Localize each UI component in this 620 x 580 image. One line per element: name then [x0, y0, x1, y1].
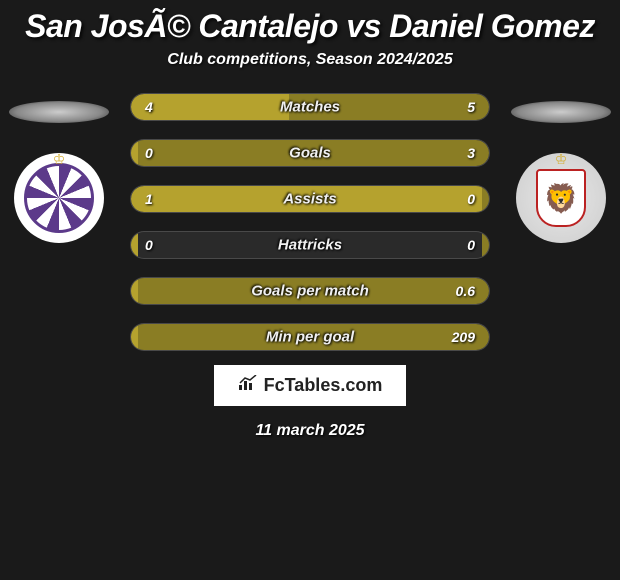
stat-label: Matches: [280, 99, 340, 116]
stat-row: Matches 4 5: [130, 93, 490, 121]
crest-right-inner: 🦁: [536, 169, 586, 227]
stat-value-right: 5: [467, 99, 475, 115]
stat-value-right: 0: [467, 237, 475, 253]
stat-value-left: 1: [145, 191, 153, 207]
footer-brand: FcTables.com: [214, 365, 407, 406]
subtitle: Club competitions, Season 2024/2025: [167, 51, 452, 69]
bar-fill-left: [131, 94, 289, 120]
player-right-side: ♔ 🦁: [506, 89, 616, 243]
footer-date: 11 march 2025: [255, 422, 364, 440]
player-right-silhouette: [511, 101, 611, 123]
stat-row: Goals 0 3: [130, 139, 490, 167]
crown-icon: ♔: [53, 151, 66, 168]
stat-value-left: 0: [145, 237, 153, 253]
lion-icon: 🦁: [544, 182, 579, 215]
stat-label: Goals per match: [251, 283, 369, 300]
team-crest-right: ♔ 🦁: [516, 153, 606, 243]
stat-row: Assists 1 0: [130, 185, 490, 213]
stat-value-left: 4: [145, 99, 153, 115]
bar-fill-left: [131, 140, 138, 166]
crown-icon: ♔: [555, 151, 568, 168]
stat-row: Hattricks 0 0: [130, 231, 490, 259]
stat-row: Goals per match 0.6: [130, 277, 490, 305]
stat-value-right: 3: [467, 145, 475, 161]
stat-value-left: 0: [145, 145, 153, 161]
stats-bars: Matches45Goals03Assists10Hattricks00Goal…: [130, 93, 490, 351]
bar-fill-left: [131, 278, 138, 304]
player-left-silhouette: [9, 101, 109, 123]
player-left-side: ♔: [4, 89, 114, 243]
comparison-main: ♔ Matches45Goals03Assists10Hattricks00Go…: [0, 89, 620, 351]
bar-fill-right: [482, 232, 489, 258]
stat-value-right: 0.6: [456, 283, 475, 299]
stat-label: Min per goal: [266, 329, 354, 346]
crest-left-inner: [24, 163, 94, 233]
stat-label: Assists: [283, 191, 336, 208]
team-crest-left: ♔: [14, 153, 104, 243]
chart-icon: [238, 375, 258, 396]
stat-value-right: 209: [452, 329, 475, 345]
footer-brand-text: FcTables.com: [264, 375, 383, 396]
bar-fill-right: [482, 186, 489, 212]
bar-fill-left: [131, 324, 138, 350]
bar-fill-left: [131, 232, 138, 258]
page-title: San JosÃ© Cantalejo vs Daniel Gomez: [25, 8, 595, 45]
stat-label: Hattricks: [278, 237, 342, 254]
stat-label: Goals: [289, 145, 331, 162]
stat-row: Min per goal 209: [130, 323, 490, 351]
stat-value-right: 0: [467, 191, 475, 207]
